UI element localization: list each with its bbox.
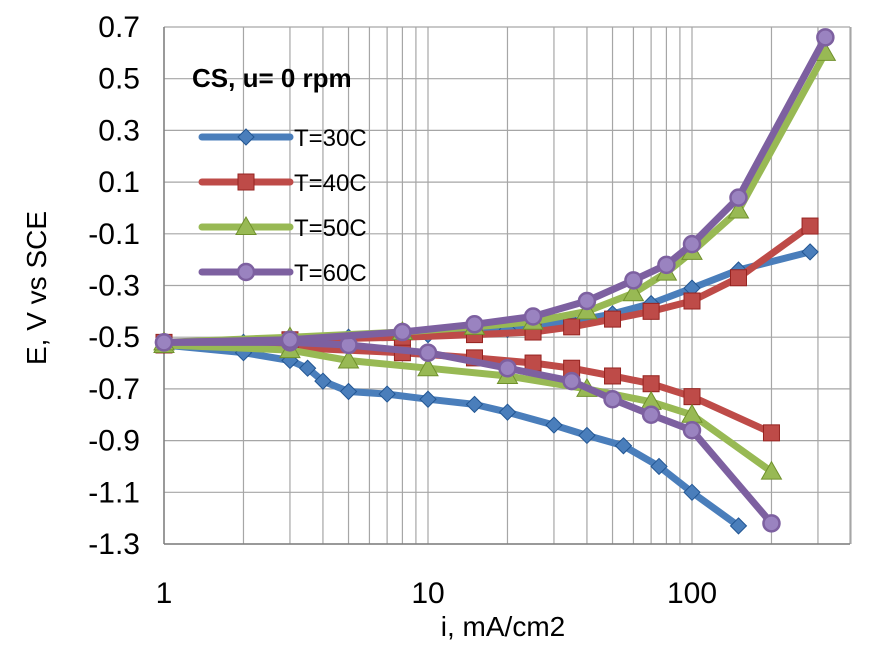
legend-item: T=40C — [198, 170, 367, 197]
data-point — [465, 315, 484, 334]
chart-annotation: CS, u= 0 rpm — [192, 63, 352, 93]
data-point — [418, 343, 438, 362]
data-point — [816, 28, 835, 47]
y-tick-label: -0.7 — [88, 373, 140, 406]
data-point — [729, 517, 748, 535]
data-point — [563, 318, 581, 336]
data-point — [683, 292, 701, 310]
data-point — [624, 271, 643, 290]
legend-label: T=60C — [294, 260, 367, 287]
data-point — [417, 357, 439, 377]
data-point — [729, 269, 747, 287]
legend-label: T=50C — [294, 215, 367, 242]
y-tick-label: -0.3 — [88, 270, 140, 303]
data-point — [729, 188, 748, 207]
data-point — [727, 199, 750, 219]
data-point — [642, 302, 660, 320]
legend-marker — [235, 215, 257, 235]
legend-label: T=30C — [294, 125, 367, 152]
data-point — [801, 243, 819, 261]
y-axis-title: E, V vs SCE — [21, 211, 52, 365]
axes: 0.7 0.5 0.3 0.1 -0.1 -0.3 -0.5 -0.7 -0.9 -1.1 -1.3… — [88, 11, 850, 610]
y-tick-label: 0.1 — [98, 166, 140, 199]
data-point — [657, 255, 676, 275]
y-tick-label: -0.5 — [88, 321, 140, 354]
data-point — [604, 310, 622, 328]
data-point — [393, 322, 412, 342]
data-point — [762, 424, 780, 442]
y-tick-label: -0.1 — [88, 218, 140, 251]
data-point — [562, 371, 581, 391]
y-tick-label: 0.3 — [98, 114, 140, 147]
data-point — [762, 514, 781, 533]
data-point — [650, 457, 668, 476]
data-point — [604, 367, 622, 385]
data-point — [683, 388, 701, 406]
data-point — [498, 358, 517, 378]
data-point — [545, 416, 563, 434]
legend: T=30C T=40C T=50C T=60C — [198, 125, 367, 287]
legend-item: T=30C — [198, 125, 367, 152]
legend-marker — [236, 262, 256, 282]
data-point — [641, 405, 661, 424]
y-tick-label: -1.3 — [88, 528, 140, 561]
data-point — [801, 217, 819, 235]
data-point — [298, 359, 317, 377]
x-axis-title: i, mA/cm2 — [441, 611, 565, 642]
data-point — [614, 437, 633, 455]
data-point — [682, 234, 702, 254]
y-tick-label: -1.1 — [88, 476, 140, 509]
y-tick-label: -0.9 — [88, 425, 140, 458]
series-line-cathodic — [160, 341, 742, 530]
data-point — [378, 385, 396, 403]
data-point — [578, 426, 596, 445]
series-line-anodic — [160, 49, 829, 346]
data-point — [682, 421, 702, 440]
legend-label: T=40C — [294, 170, 367, 197]
data-point — [523, 307, 543, 326]
data-point — [280, 330, 300, 350]
data-point — [760, 460, 783, 480]
x-tick-label: 1 — [156, 577, 173, 610]
x-tick-label: 10 — [411, 577, 444, 610]
data-point — [419, 390, 437, 408]
data-point — [642, 375, 660, 393]
y-tick-label: 0.5 — [98, 63, 140, 96]
y-tick-label: 0.7 — [98, 11, 140, 44]
data-point — [603, 389, 622, 409]
data-point — [683, 483, 701, 502]
data-point — [498, 403, 517, 421]
series-t-30c — [155, 243, 819, 535]
data-point — [314, 372, 332, 390]
legend-marker — [237, 173, 255, 191]
legend-item: T=60C — [198, 260, 367, 287]
series-t-60c — [154, 28, 835, 533]
x-tick-label: 100 — [667, 577, 717, 610]
data-point — [577, 291, 597, 311]
data-point — [465, 395, 484, 414]
legend-item: T=50C — [198, 215, 367, 242]
data-point — [337, 349, 360, 369]
series-line-cathodic — [160, 338, 775, 527]
data-point — [339, 382, 358, 401]
data-point — [154, 333, 174, 352]
data-point — [622, 282, 645, 302]
data-series — [153, 28, 837, 535]
legend-marker — [237, 128, 255, 146]
